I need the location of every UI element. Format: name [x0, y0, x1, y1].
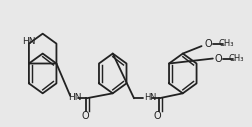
Text: CH₃: CH₃	[218, 39, 233, 48]
Text: HN: HN	[68, 93, 81, 102]
Text: H: H	[143, 93, 150, 102]
Text: O: O	[203, 39, 211, 49]
Text: O: O	[81, 111, 89, 121]
Text: O: O	[213, 54, 221, 64]
Text: N: N	[148, 93, 155, 102]
Text: O: O	[153, 111, 161, 121]
Text: CH₃: CH₃	[228, 54, 243, 63]
Text: HN: HN	[22, 37, 35, 46]
